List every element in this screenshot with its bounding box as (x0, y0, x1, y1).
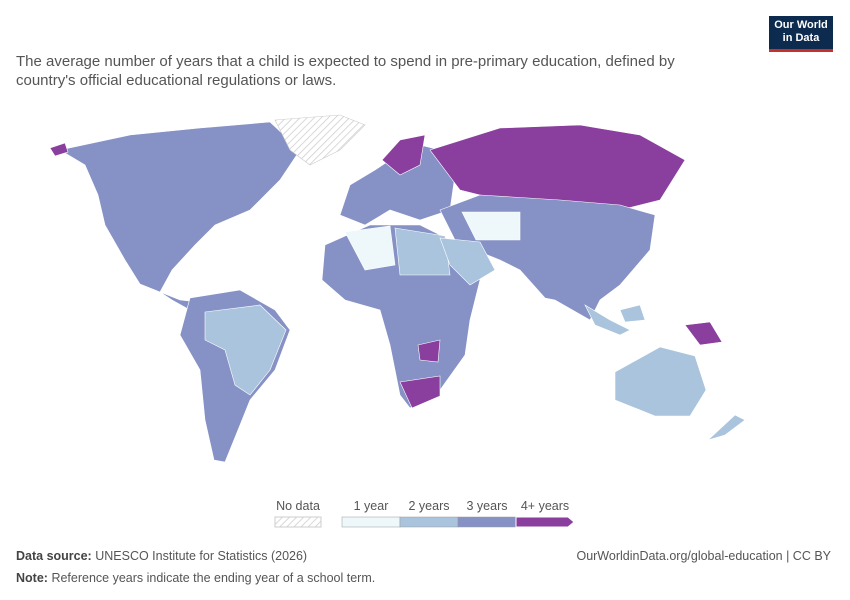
new-zealand[interactable] (707, 414, 746, 441)
legend-label: 4+ years (521, 499, 569, 513)
note: Note: Reference years indicate the endin… (16, 571, 375, 585)
libya-egypt[interactable] (394, 227, 451, 276)
note-text: Reference years indicate the ending year… (51, 571, 376, 585)
logo-line: in Data (782, 32, 820, 44)
source: Data source: UNESCO Institute for Statis… (16, 549, 307, 563)
brazil[interactable] (204, 304, 287, 396)
legend-swatch (515, 516, 575, 528)
url[interactable]: OurWorldinData.org/global-education | CC… (576, 549, 831, 563)
countries (49, 114, 746, 463)
legend-swatch (274, 516, 322, 528)
papua-new-guinea[interactable] (684, 321, 723, 346)
logo[interactable]: Our World in Data (769, 16, 833, 52)
russia[interactable] (429, 124, 686, 211)
greenland (274, 114, 366, 166)
source-label: Data source: (16, 549, 92, 563)
legend-swatch (399, 516, 459, 528)
logo-line: Our World (774, 19, 828, 31)
map: No data 1 year 2 years 3 years 4+ years (49, 114, 746, 528)
north-america[interactable] (59, 121, 301, 293)
source-text: UNESCO Institute for Statistics (2026) (95, 549, 308, 563)
indonesia[interactable] (584, 304, 646, 336)
zambia[interactable] (417, 339, 441, 363)
subtitle: The average number of years that a child… (16, 53, 675, 89)
legend-swatch (457, 516, 517, 528)
australia[interactable] (614, 346, 707, 417)
central-asia[interactable] (461, 211, 521, 241)
legend-label: No data (276, 499, 320, 513)
legend-label: 3 years (467, 499, 508, 513)
legend: No data 1 year 2 years 3 years 4+ years (274, 499, 575, 528)
algeria[interactable] (344, 225, 396, 271)
legend-label: 2 years (409, 499, 450, 513)
alaska[interactable] (49, 142, 69, 157)
legend-label: 1 year (354, 499, 389, 513)
legend-swatch (341, 516, 401, 528)
note-label: Note: (16, 571, 48, 585)
south-africa[interactable] (399, 375, 441, 409)
middle-east[interactable] (439, 237, 496, 286)
scandinavia[interactable] (381, 134, 426, 176)
